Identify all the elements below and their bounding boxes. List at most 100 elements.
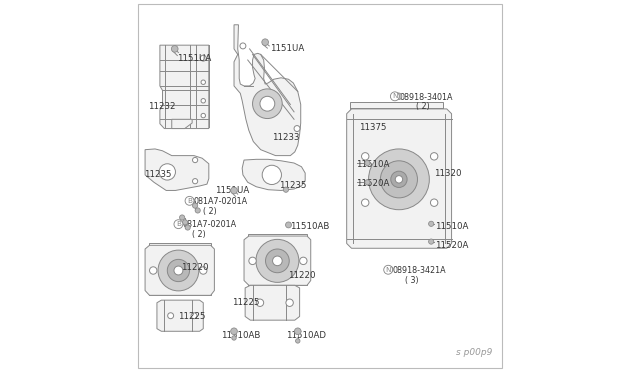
Circle shape (201, 80, 205, 84)
Circle shape (362, 199, 369, 206)
Text: B: B (176, 221, 181, 227)
Text: 11510A: 11510A (356, 160, 390, 169)
Circle shape (365, 180, 370, 185)
Circle shape (262, 165, 282, 185)
Polygon shape (245, 285, 300, 320)
Text: 11510AB: 11510AB (221, 331, 260, 340)
Text: s p00p9: s p00p9 (456, 348, 492, 357)
Bar (349, 102, 443, 114)
Text: 11220: 11220 (181, 263, 209, 272)
Circle shape (200, 267, 207, 274)
Circle shape (232, 336, 236, 340)
Circle shape (172, 45, 178, 52)
Circle shape (195, 208, 200, 213)
Text: ( 3): ( 3) (405, 276, 419, 285)
Circle shape (380, 161, 417, 198)
Circle shape (249, 257, 256, 264)
Circle shape (201, 113, 205, 118)
Circle shape (180, 215, 185, 220)
Polygon shape (157, 300, 204, 331)
Circle shape (253, 89, 282, 119)
Circle shape (185, 196, 194, 205)
Circle shape (256, 239, 299, 282)
Polygon shape (172, 119, 192, 129)
Text: 11520A: 11520A (435, 241, 468, 250)
Text: 11225: 11225 (232, 298, 259, 307)
Circle shape (191, 313, 197, 319)
Text: ( 2): ( 2) (417, 102, 430, 111)
Polygon shape (145, 245, 214, 295)
Text: 11220: 11220 (289, 271, 316, 280)
Circle shape (296, 339, 300, 343)
Circle shape (150, 267, 157, 274)
Bar (248, 234, 307, 240)
Circle shape (182, 220, 188, 225)
Circle shape (189, 198, 195, 203)
Polygon shape (242, 159, 305, 190)
Polygon shape (347, 109, 452, 248)
Text: ( 2): ( 2) (204, 207, 217, 216)
Circle shape (384, 265, 392, 274)
Bar (148, 243, 211, 249)
Circle shape (362, 153, 369, 160)
Text: N: N (385, 267, 391, 273)
Circle shape (365, 160, 370, 166)
Circle shape (431, 153, 438, 160)
Text: 11235: 11235 (144, 170, 172, 179)
Circle shape (369, 149, 429, 210)
Circle shape (266, 249, 289, 273)
Text: ( 2): ( 2) (192, 230, 206, 240)
Circle shape (431, 199, 438, 206)
Circle shape (387, 266, 393, 273)
Circle shape (294, 328, 301, 335)
Text: 11233: 11233 (272, 132, 300, 142)
Circle shape (185, 225, 190, 230)
Circle shape (200, 55, 206, 61)
Text: 1151UA: 1151UA (216, 186, 250, 195)
Circle shape (391, 171, 407, 187)
Circle shape (390, 92, 399, 101)
Text: 081A7-0201A: 081A7-0201A (183, 221, 237, 230)
Polygon shape (234, 25, 301, 155)
Circle shape (286, 299, 293, 307)
Circle shape (396, 176, 403, 183)
Circle shape (256, 299, 264, 307)
Text: 11320: 11320 (434, 169, 461, 177)
Circle shape (158, 250, 199, 291)
Text: 08918-3421A: 08918-3421A (392, 266, 446, 275)
Circle shape (273, 256, 282, 266)
Polygon shape (145, 149, 209, 190)
Circle shape (193, 179, 198, 184)
Circle shape (262, 39, 269, 45)
Text: 11225: 11225 (179, 312, 206, 321)
Bar (148, 290, 211, 295)
Circle shape (201, 99, 205, 103)
Text: 11232: 11232 (148, 102, 175, 111)
Circle shape (174, 220, 183, 229)
Circle shape (284, 187, 289, 192)
Bar (248, 280, 307, 285)
Text: 08918-3401A: 08918-3401A (399, 93, 453, 102)
Text: 11375: 11375 (358, 123, 386, 132)
Circle shape (240, 43, 246, 49)
Text: 11510AD: 11510AD (286, 331, 326, 340)
Circle shape (429, 239, 434, 244)
Circle shape (230, 328, 237, 335)
Text: 11520A: 11520A (356, 179, 390, 187)
Text: 11510AB: 11510AB (291, 222, 330, 231)
Text: 081A7-0201A: 081A7-0201A (193, 197, 248, 206)
Text: N: N (392, 93, 397, 99)
Circle shape (193, 157, 198, 163)
Circle shape (168, 313, 173, 319)
Circle shape (167, 259, 189, 282)
Circle shape (193, 203, 198, 208)
Circle shape (260, 96, 275, 111)
Text: 11235: 11235 (279, 181, 307, 190)
Circle shape (230, 187, 237, 194)
Polygon shape (160, 45, 209, 129)
Circle shape (396, 93, 402, 100)
Circle shape (285, 222, 291, 228)
Circle shape (294, 126, 300, 132)
Circle shape (174, 266, 183, 275)
Text: 1151UA: 1151UA (177, 54, 212, 62)
